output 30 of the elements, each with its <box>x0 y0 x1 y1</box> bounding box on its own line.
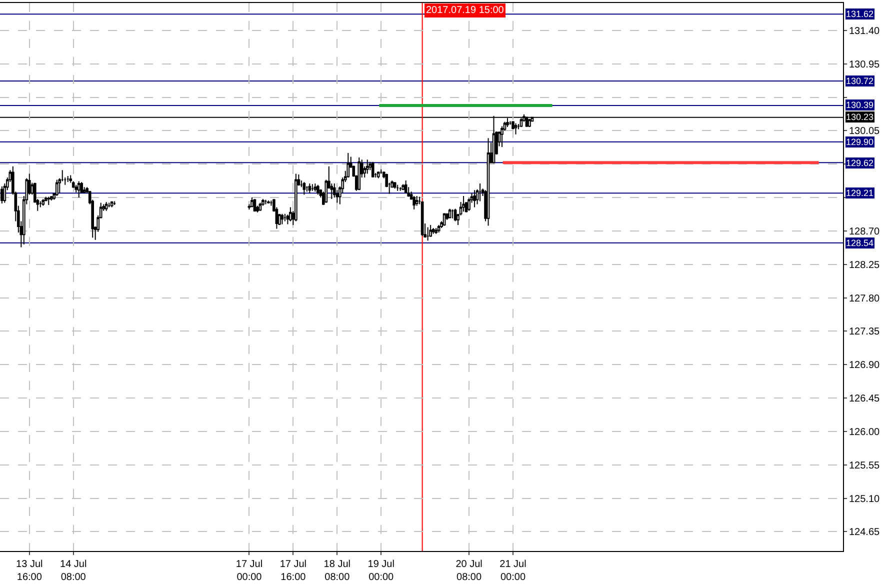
y-tick-label: 128.25 <box>849 260 880 271</box>
ref-line-label: 129.90 <box>846 137 874 147</box>
x-tick-label: 17 Jul 16:00 <box>280 559 307 583</box>
ref-line-label: 131.62 <box>846 9 874 19</box>
ref-line-label: 130.39 <box>846 100 874 110</box>
y-tick-label: 130.05 <box>849 126 880 138</box>
y-tick-label: 126.00 <box>849 426 880 438</box>
y-tick-label: 127.35 <box>849 326 880 338</box>
y-tick-label: 126.90 <box>849 360 880 372</box>
x-tick-label: 13 Jul 16:00 <box>16 559 43 583</box>
x-tick-label: 20 Jul 08:00 <box>456 559 482 583</box>
ref-line-label: 130.72 <box>846 76 874 86</box>
y-tick-label: 125.10 <box>849 494 880 505</box>
x-tick-label: 17 Jul 00:00 <box>236 559 263 583</box>
x-tick-label: 19 Jul 00:00 <box>368 559 394 583</box>
x-tick-label: 21 Jul 00:00 <box>500 559 526 583</box>
y-tick-label: 131.40 <box>849 26 880 37</box>
x-tick-label: 18 Jul 08:00 <box>324 559 350 583</box>
y-tick-label: 128.70 <box>849 226 880 238</box>
y-tick-label: 130.95 <box>849 59 880 70</box>
ref-line-label: 128.54 <box>846 238 874 248</box>
y-tick-label: 124.65 <box>849 527 880 538</box>
ref-line-label: 129.21 <box>846 188 874 198</box>
y-tick-label: 126.45 <box>849 394 880 405</box>
y-tick-label: 125.55 <box>849 460 880 472</box>
x-tick-label: 14 Jul 08:00 <box>60 559 87 583</box>
ref-line-label: 129.62 <box>846 158 874 168</box>
ref-line-label: 130.23 <box>846 112 874 122</box>
y-tick-label: 127.80 <box>849 293 880 304</box>
ref-line-label: 2017.07.19 15:00 <box>426 5 504 16</box>
